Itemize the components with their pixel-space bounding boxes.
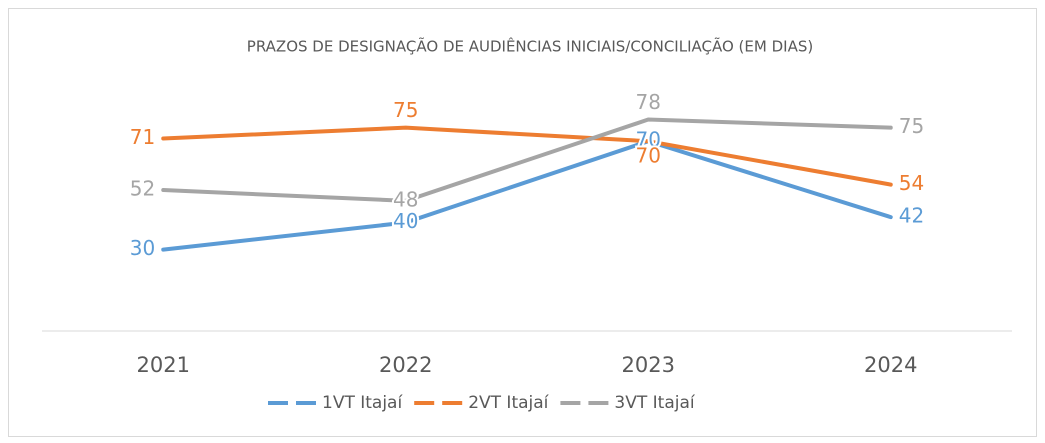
data-label: 48	[393, 187, 418, 211]
chart-frame	[8, 8, 1037, 437]
x-tick-label: 2024	[864, 353, 917, 377]
x-tick-label: 2023	[622, 353, 675, 377]
data-label: 75	[393, 98, 418, 122]
data-label: 42	[899, 204, 924, 228]
data-label: 71	[130, 125, 155, 149]
data-label: 78	[636, 90, 661, 114]
x-tick-label: 2021	[137, 353, 190, 377]
data-label: 52	[130, 177, 155, 201]
data-label: 30	[130, 236, 155, 260]
x-tick-label: 2022	[379, 353, 432, 377]
data-label: 54	[899, 171, 924, 195]
legend-label: 1VT Itajaí	[322, 393, 403, 413]
data-label: 70	[636, 128, 661, 152]
data-label: 75	[899, 114, 924, 138]
line-series	[161, 125, 893, 187]
data-label: 40	[393, 209, 418, 233]
legend-label: 3VT Itajaí	[614, 393, 695, 413]
chart-title: PRAZOS DE DESIGNAÇÃO DE AUDIÊNCIAS INICI…	[247, 37, 813, 56]
line-series	[161, 139, 893, 252]
data-label: 70	[636, 144, 661, 168]
legend-label: 2VT Itajaí	[468, 393, 549, 413]
line-series	[161, 117, 893, 203]
